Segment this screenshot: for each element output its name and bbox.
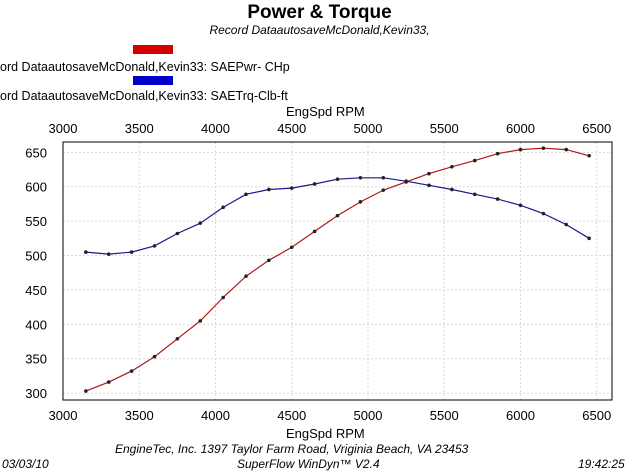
series-lines	[84, 146, 591, 393]
data-point-power	[312, 229, 317, 234]
data-point-torque	[518, 203, 523, 208]
x-tick-label-bottom: 4500	[277, 408, 306, 423]
chart-title: Power & Torque	[247, 2, 392, 23]
legend-swatch-power	[133, 45, 173, 54]
data-point-power	[472, 158, 477, 163]
data-point-torque	[312, 182, 317, 186]
data-point-torque	[129, 250, 134, 254]
data-point-power	[175, 336, 180, 341]
x-tick-label-top: 4500	[277, 121, 306, 136]
data-point-torque	[404, 179, 408, 184]
x-tick-label-top: 3500	[125, 121, 154, 136]
data-point-torque	[84, 250, 88, 254]
chart-subtitle: Record DataautosaveMcDonald,Kevin33,	[209, 23, 430, 37]
x-tick-label-bottom: 5000	[354, 408, 383, 423]
footer-date: 03/03/10	[2, 457, 49, 471]
series-line-power	[85, 147, 590, 392]
data-point-power	[358, 200, 363, 204]
data-point-power	[221, 295, 225, 300]
data-point-torque	[427, 183, 431, 188]
data-point-power	[198, 319, 203, 323]
plot-frame	[62, 141, 613, 401]
data-point-power	[244, 274, 248, 278]
data-point-torque	[541, 211, 546, 216]
data-point-power	[564, 147, 569, 152]
y-tick-label: 650	[25, 145, 47, 160]
data-point-torque	[175, 231, 180, 236]
data-point-power	[84, 389, 88, 393]
data-point-torque	[381, 175, 386, 180]
x-tick-label-bottom: 5500	[430, 408, 459, 423]
footer-software: SuperFlow WinDyn™ V2.4	[237, 457, 380, 471]
data-point-torque	[495, 197, 500, 201]
data-point-torque	[472, 192, 477, 197]
data-point-power	[335, 213, 340, 218]
data-point-torque	[106, 252, 111, 256]
y-tick-label: 300	[25, 386, 47, 401]
legend-label-power: ord DataautosaveMcDonald,Kevin33: SAEPwr…	[0, 60, 290, 74]
data-point-power	[450, 164, 454, 169]
data-point-torque	[587, 236, 591, 241]
x-axis-title-bottom: EngSpd RPM	[286, 426, 365, 441]
data-point-power	[267, 258, 271, 263]
legend-label-torque: ord DataautosaveMcDonald,Kevin33: SAETrq…	[0, 89, 288, 103]
data-point-torque	[358, 175, 363, 180]
data-point-torque	[335, 177, 340, 181]
data-point-torque	[289, 186, 294, 190]
footer-time: 19:42:25	[578, 457, 625, 471]
data-point-power	[152, 354, 157, 359]
x-tick-label-top: 6000	[506, 121, 535, 136]
data-point-power	[129, 369, 134, 373]
x-tick-label-bottom: 6000	[506, 408, 535, 423]
data-point-power	[587, 153, 591, 158]
data-point-power	[289, 245, 294, 250]
x-tick-label-bottom: 6500	[582, 408, 611, 423]
legend-swatch-torque	[133, 76, 173, 85]
grid-lines	[62, 142, 612, 400]
y-tick-label: 500	[25, 249, 47, 264]
data-point-torque	[267, 187, 271, 192]
x-tick-label-bottom: 4000	[201, 408, 230, 423]
data-point-power	[427, 171, 431, 176]
data-point-torque	[450, 187, 454, 192]
y-tick-label: 550	[25, 214, 47, 229]
data-point-torque	[244, 192, 248, 197]
data-point-torque	[198, 221, 203, 225]
x-tick-label-bottom: 3500	[125, 408, 154, 423]
y-tick-label: 350	[25, 352, 47, 367]
y-tick-label: 450	[25, 283, 47, 298]
data-point-power	[518, 147, 523, 152]
x-axis-title-top: EngSpd RPM	[286, 104, 365, 119]
data-point-power	[106, 380, 111, 384]
data-point-power	[381, 188, 386, 192]
x-tick-label-top: 3000	[49, 121, 78, 136]
footer-company: EngineTec, Inc. 1397 Taylor Farm Road, V…	[115, 442, 469, 456]
data-point-power	[495, 151, 500, 156]
x-tick-label-top: 6500	[582, 121, 611, 136]
tick-labels: 3000 3000 3500 3500 4000 4000 4500 4500 5000 5000…	[25, 121, 611, 423]
data-point-power	[541, 146, 546, 150]
y-tick-label: 600	[25, 180, 47, 195]
data-point-torque	[221, 205, 225, 210]
x-tick-label-bottom: 3000	[49, 408, 78, 423]
data-point-torque	[152, 244, 157, 248]
x-tick-label-top: 4000	[201, 121, 230, 136]
data-point-torque	[564, 222, 569, 227]
y-tick-label: 400	[25, 317, 47, 332]
x-tick-label-top: 5500	[430, 121, 459, 136]
x-tick-label-top: 5000	[354, 121, 383, 136]
